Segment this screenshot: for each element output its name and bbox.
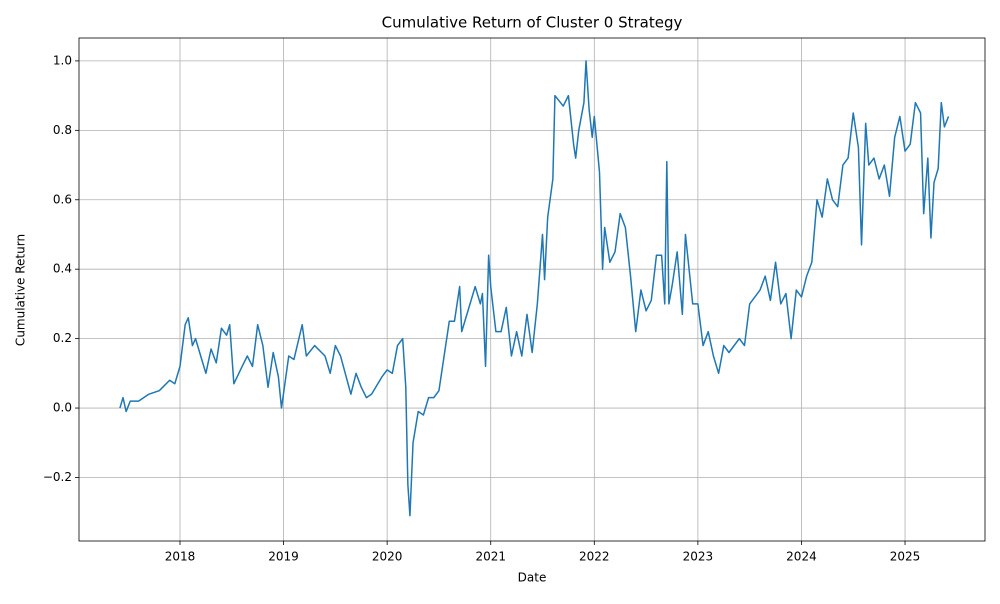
y-tick-label: 0.8 <box>53 123 72 137</box>
x-tick-label: 2021 <box>475 550 506 564</box>
y-tick-label: 0.4 <box>53 262 72 276</box>
plot-frame <box>78 37 986 542</box>
y-axis-label: Cumulative Return <box>14 234 28 346</box>
x-tick-label: 2023 <box>683 550 714 564</box>
y-tick-label: 0.0 <box>53 401 72 415</box>
x-tick-label: 2020 <box>372 550 403 564</box>
y-tick-label: 0.2 <box>53 331 72 345</box>
y-tick-label: 1.0 <box>53 53 72 67</box>
y-tick-label: −0.2 <box>43 470 72 484</box>
x-tick-label: 2018 <box>165 550 196 564</box>
line-series <box>119 60 950 517</box>
x-tick-label: 2019 <box>268 550 299 564</box>
x-tick-label: 2024 <box>786 550 817 564</box>
x-axis-label: Date <box>518 571 547 585</box>
x-tick-label: 2025 <box>890 550 921 564</box>
chart-title: Cumulative Return of Cluster 0 Strategy <box>382 14 683 32</box>
y-tick-label: 0.6 <box>53 192 72 206</box>
x-tick-label: 2022 <box>579 550 610 564</box>
